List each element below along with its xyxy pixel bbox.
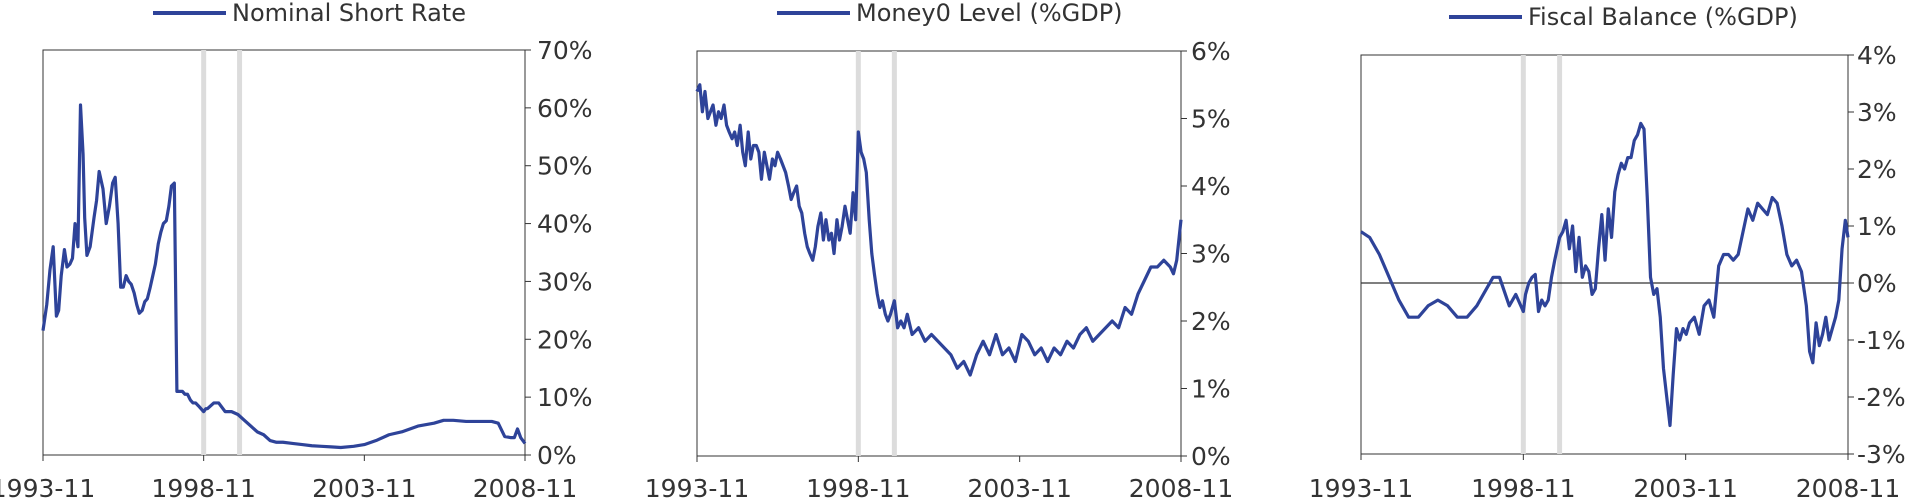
y-tick-label-1-7: 70% [537, 36, 593, 65]
y-tick-label-2-5: 5% [1191, 105, 1231, 134]
x-tick-label-3-3: 2008-11 [1796, 474, 1900, 502]
y-tick-label-2-1: 1% [1191, 375, 1231, 404]
y-tick-label-3-0: -3% [1857, 440, 1906, 469]
y-tick-label-3-4: 1% [1857, 212, 1897, 241]
legend-1: Nominal Short Rate [153, 0, 466, 27]
legend-label-1: Nominal Short Rate [232, 0, 466, 27]
y-tick-label-2-4: 4% [1191, 172, 1231, 201]
y-axis-3: -3% -2% -1% 0% 1% 2% 3% 4% [1848, 41, 1906, 469]
y-tick-label-1-6: 60% [537, 94, 593, 123]
x-tick-label-3-2: 2003-11 [1633, 474, 1737, 502]
chart-panel-1: Nominal Short Rate 0% 10% 20% 30% 40% 50% 60% 7… [0, 0, 593, 502]
chart-panel-2: Money0 Level (%GDP) 0% 1% 2% 3% 4% 5% 6% 1993-… [645, 0, 1233, 502]
y-tick-label-1-3: 30% [537, 267, 593, 296]
plot-frame-2 [696, 50, 1182, 457]
series-line-3 [1360, 121, 1850, 428]
legend-2: Money0 Level (%GDP) [777, 0, 1123, 27]
y-tick-label-3-7: 4% [1857, 41, 1897, 70]
y-tick-label-2-2: 2% [1191, 307, 1231, 336]
x-tick-label-2-2: 2003-11 [967, 474, 1071, 502]
x-tick-label-1-1: 1998-11 [151, 474, 255, 502]
legend-label-3: Fiscal Balance (%GDP) [1528, 3, 1798, 31]
y-tick-label-2-3: 3% [1191, 240, 1231, 269]
x-tick-label-3-1: 1998-11 [1471, 474, 1575, 502]
recession-band-2-end [891, 51, 897, 456]
y-tick-label-2-6: 6% [1191, 37, 1231, 66]
recession-band-1 [201, 50, 207, 455]
recession-band-3-end [1557, 55, 1563, 454]
series-line-2 [695, 83, 1183, 377]
x-tick-label-2-3: 2008-11 [1129, 474, 1233, 502]
y-tick-label-1-4: 40% [537, 210, 593, 239]
y-tick-label-2-0: 0% [1191, 442, 1231, 471]
x-tick-label-2-0: 1993-11 [645, 474, 749, 502]
x-tick-label-1-0: 1993-11 [0, 474, 95, 502]
x-axis-2: 1993-11 1998-11 2003-11 2008-11 [645, 456, 1233, 502]
y-tick-label-3-6: 3% [1857, 98, 1897, 127]
y-axis-2: 0% 1% 2% 3% 4% 5% 6% [1181, 37, 1231, 471]
chart-panel-3: Fiscal Balance (%GDP) -3% -2% -1% 0% 1% 2% 3% 4… [1309, 3, 1906, 502]
recession-band-2 [855, 51, 861, 456]
x-tick-label-1-3: 2008-11 [473, 474, 577, 502]
y-tick-label-1-5: 50% [537, 152, 593, 181]
y-axis-1: 0% 10% 20% 30% 40% 50% 60% 70% [525, 36, 593, 470]
y-tick-label-1-2: 20% [537, 325, 593, 354]
x-tick-label-2-1: 1998-11 [806, 474, 910, 502]
y-tick-label-3-1: -2% [1857, 383, 1906, 412]
y-tick-label-3-5: 2% [1857, 155, 1897, 184]
recession-band-1-end [237, 50, 243, 455]
y-tick-label-3-2: -1% [1857, 326, 1906, 355]
x-tick-label-3-0: 1993-11 [1309, 474, 1413, 502]
legend-3: Fiscal Balance (%GDP) [1449, 3, 1798, 31]
legend-label-2: Money0 Level (%GDP) [856, 0, 1123, 27]
recession-band-3 [1520, 55, 1526, 454]
plot-frame-3 [1360, 54, 1849, 455]
y-tick-label-1-0: 0% [537, 441, 577, 470]
y-tick-label-1-1: 10% [537, 383, 593, 412]
series-line-1 [41, 103, 527, 450]
y-tick-label-3-3: 0% [1857, 269, 1897, 298]
x-axis-3: 1993-11 1998-11 2003-11 2008-11 [1309, 454, 1900, 502]
plot-frame-1 [42, 49, 526, 456]
x-tick-label-1-2: 2003-11 [312, 474, 416, 502]
x-axis-1: 1993-11 1998-11 2003-11 2008-11 [0, 455, 577, 502]
